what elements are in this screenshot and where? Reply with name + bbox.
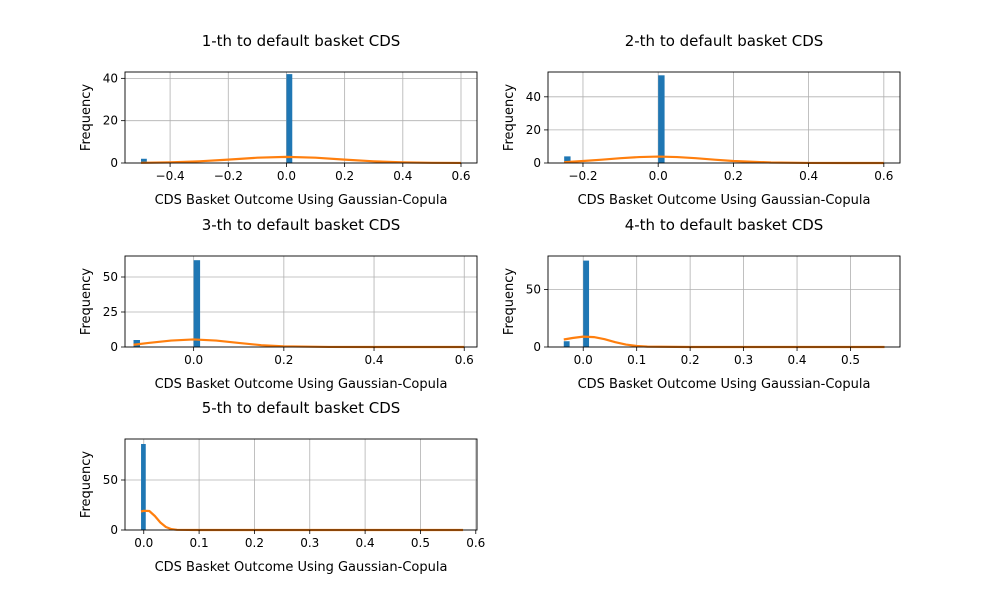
x-tick-label: 0.5 [841,353,860,367]
y-tick-label: 50 [103,270,118,284]
density-curve [140,509,464,532]
histogram-bar [286,74,293,163]
x-tick-label: 0.1 [190,536,209,550]
y-tick-label: 50 [103,473,118,487]
x-tick-label: 0.6 [874,169,893,183]
x-tick-label: 0.0 [277,169,296,183]
x-tick-label: 0.6 [451,169,470,183]
x-tick-label: 0.4 [787,353,806,367]
y-axis-label: Frequency [79,84,94,151]
x-tick-label: 0.0 [134,536,153,550]
x-tick-label: 0.0 [184,353,203,367]
x-tick-label: 0.0 [574,353,593,367]
y-tick-label: 0 [533,156,541,170]
x-tick-label: 0.6 [455,353,474,367]
x-tick-label: 0.4 [364,353,383,367]
x-tick-label: 0.5 [411,536,430,550]
subplot-1: −0.4 −0.2 0.0 0.2 0.4 0.6 0 20 40 1-th to default… [79,32,478,208]
y-tick-label: 50 [526,282,541,296]
subplot-title: 5-th to default basket CDS [202,399,401,417]
y-tick-label: 0 [110,156,118,170]
y-tick-label: 0 [533,340,541,354]
x-tick-label: −0.2 [214,169,243,183]
x-tick-label: 0.2 [335,169,354,183]
histogram-bar [563,341,570,347]
histogram-bar [141,158,147,163]
x-axis-label: CDS Basket Outcome Using Gaussian-Copula [578,193,871,208]
x-tick-label: 0.3 [300,536,319,550]
axes-frame [124,71,478,164]
subplot-title: 1-th to default basket CDS [202,32,401,50]
x-axis-label: CDS Basket Outcome Using Gaussian-Copula [155,377,448,392]
y-axis-label: Frequency [79,451,94,518]
y-axis-label: Frequency [502,268,517,335]
x-tick-label: 0.4 [393,169,412,183]
subplot-title: 4-th to default basket CDS [625,216,824,234]
density-curve [564,155,884,165]
y-tick-label: 40 [103,71,118,85]
y-tick-label: 40 [526,90,541,104]
density-curve [133,338,465,349]
histogram-bar [658,75,665,163]
subplot-title: 3-th to default basket CDS [202,216,401,234]
subplot-2: −0.2 0.0 0.2 0.4 0.6 0 20 40 2-th to default bas… [502,32,901,208]
y-tick-label: 20 [103,114,118,128]
axes-frame [124,438,478,531]
x-tick-label: 0.2 [274,353,293,367]
density-curve [140,155,462,165]
histogram-bar [583,260,590,347]
x-tick-label: 0.4 [799,169,818,183]
x-tick-label: 0.1 [627,353,646,367]
subplot-3: 0.0 0.2 0.4 0.6 0 25 50 3-th to default basket … [79,216,478,392]
y-axis-label: Frequency [502,84,517,151]
x-tick-label: −0.4 [156,169,185,183]
x-tick-label: −0.2 [568,169,597,183]
x-axis-label: CDS Basket Outcome Using Gaussian-Copula [578,377,871,392]
x-tick-label: 0.3 [734,353,753,367]
y-axis-label: Frequency [79,268,94,335]
y-tick-label: 20 [526,123,541,137]
x-axis-label: CDS Basket Outcome Using Gaussian-Copula [155,560,448,575]
x-tick-label: 0.6 [466,536,485,550]
axes-frame [547,255,901,348]
x-tick-label: 0.4 [356,536,375,550]
y-tick-label: 25 [103,305,118,319]
histogram-bar [193,260,201,347]
subplot-4: 0.0 0.1 0.2 0.3 0.4 0.5 0 50 4-th to default bas… [502,216,901,392]
histogram-bar [141,444,146,530]
x-axis-label: CDS Basket Outcome Using Gaussian-Copula [155,193,448,208]
x-tick-label: 0.2 [681,353,700,367]
x-tick-label: 0.2 [245,536,264,550]
y-tick-label: 0 [110,523,118,537]
subplot-5: 0.0 0.1 0.2 0.3 0.4 0.5 0.6 0 50 5-th to default … [79,399,485,575]
axes-frame [124,255,478,348]
subplot-title: 2-th to default basket CDS [625,32,824,50]
density-curve [563,335,885,349]
axes-frame [547,71,901,164]
histogram-bar [564,156,571,163]
x-tick-label: 0.2 [724,169,743,183]
x-tick-label: 0.0 [649,169,668,183]
y-tick-label: 0 [110,340,118,354]
